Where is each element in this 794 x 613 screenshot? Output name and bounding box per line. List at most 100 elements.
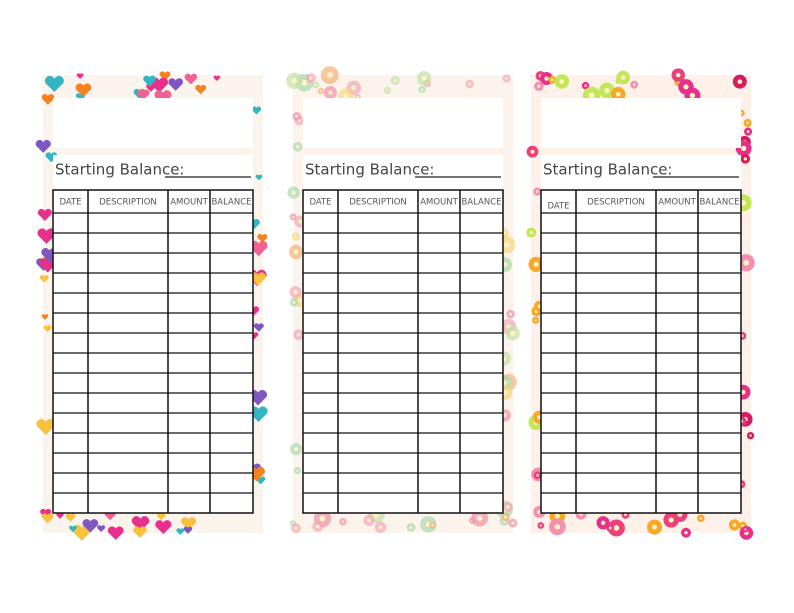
flower-center	[699, 517, 703, 520]
flower-center	[554, 523, 561, 530]
flower-center	[328, 90, 333, 95]
ledger-card: Starting Balance: DATE DESCRIPTION AMOUNT BA…	[526, 68, 755, 540]
flower-center	[315, 524, 320, 529]
flower-center	[684, 531, 688, 535]
heart-decoration	[250, 272, 266, 286]
ledger-panel	[53, 155, 253, 513]
column-header: BALANCE	[461, 198, 501, 208]
flower-center	[294, 235, 298, 238]
flower-center	[294, 526, 298, 530]
flower-center	[378, 525, 383, 530]
heart-decoration	[137, 89, 150, 101]
heart-decoration	[251, 106, 262, 115]
flower-center	[505, 77, 508, 80]
heart-decoration	[183, 526, 193, 534]
flower-center	[295, 114, 299, 118]
flower-center	[509, 312, 513, 316]
flower-center	[741, 145, 747, 152]
title-box	[53, 98, 253, 148]
heart-decoration	[133, 526, 147, 538]
flower-center	[652, 524, 658, 530]
heart-decoration	[157, 513, 166, 521]
flower-center	[421, 75, 427, 81]
heart-decoration	[249, 406, 268, 422]
flower-center	[326, 72, 333, 79]
flower-center	[293, 290, 298, 295]
flower-center	[537, 84, 541, 88]
heart-decoration	[213, 75, 221, 82]
flower-center	[746, 130, 750, 133]
flower-center	[604, 87, 610, 94]
heart-decoration	[97, 525, 106, 533]
heart-decoration	[131, 516, 150, 532]
heart-decoration	[41, 314, 49, 320]
flower-center	[675, 72, 681, 78]
heart-decoration	[143, 75, 157, 87]
flower-center	[737, 79, 743, 85]
flower-center	[732, 523, 737, 527]
flower-center	[309, 76, 313, 80]
ledger-panel	[303, 155, 503, 513]
heart-decoration	[43, 325, 52, 333]
column-header: DATE	[59, 198, 81, 208]
heart-decoration	[37, 208, 52, 221]
flower-center	[476, 515, 483, 521]
column-header: BALANCE	[211, 198, 251, 208]
starting-balance-label: Starting Balance:	[55, 161, 185, 179]
flower-center	[689, 92, 696, 99]
flower-center	[746, 121, 749, 125]
heart-decoration	[195, 84, 207, 95]
flower-center	[536, 473, 539, 477]
flower-center	[343, 93, 349, 99]
flower-center	[620, 75, 626, 80]
table-border	[540, 189, 742, 514]
heart-decoration	[154, 90, 172, 105]
flower-center	[559, 79, 565, 84]
heart-decoration	[181, 517, 197, 531]
flower-center	[511, 521, 515, 525]
flower-center	[291, 190, 296, 195]
table-border	[302, 189, 504, 514]
flower-center	[534, 319, 537, 322]
flower-center	[535, 190, 539, 193]
starting-balance-label: Starting Balance:	[543, 161, 673, 179]
ledger-card: Starting Balance: DATE DESCRIPTION AMOUNT BA…	[35, 71, 268, 541]
flower-center	[351, 85, 357, 91]
flower-center	[409, 525, 413, 529]
heart-decoration	[69, 525, 77, 533]
column-header: DATE	[547, 202, 569, 212]
heart-decoration	[39, 258, 56, 273]
table-border	[52, 189, 254, 514]
flower-center	[533, 261, 539, 267]
flower-center	[624, 513, 627, 516]
flower-center	[298, 298, 303, 303]
flower-center	[293, 249, 299, 255]
heart-decoration	[35, 139, 51, 153]
flower-center	[503, 241, 510, 248]
heart-decoration	[44, 75, 64, 93]
flower-center	[554, 513, 560, 519]
heart-decoration	[155, 520, 172, 535]
heart-decoration	[41, 94, 55, 105]
column-header: DATE	[309, 198, 331, 208]
flower-center	[420, 88, 424, 91]
flower-center	[296, 469, 299, 472]
flower-center	[292, 300, 296, 304]
flower-center	[510, 330, 516, 336]
flower-center	[550, 78, 554, 81]
ledger-card: Starting Balance: DATE DESCRIPTION AMOUNT BA…	[286, 66, 520, 534]
heart-decoration	[168, 78, 183, 91]
flower-center	[504, 515, 507, 519]
flower-center	[319, 89, 323, 93]
flower-center	[544, 76, 549, 81]
heart-decoration	[107, 526, 124, 540]
flower-center	[296, 332, 301, 337]
column-header: BALANCE	[699, 198, 739, 208]
heart-decoration	[39, 275, 49, 283]
heart-decoration	[253, 323, 264, 332]
flower-center	[600, 520, 606, 525]
flower-center	[588, 92, 595, 99]
column-header: AMOUNT	[170, 198, 208, 208]
flower-center	[744, 528, 747, 531]
